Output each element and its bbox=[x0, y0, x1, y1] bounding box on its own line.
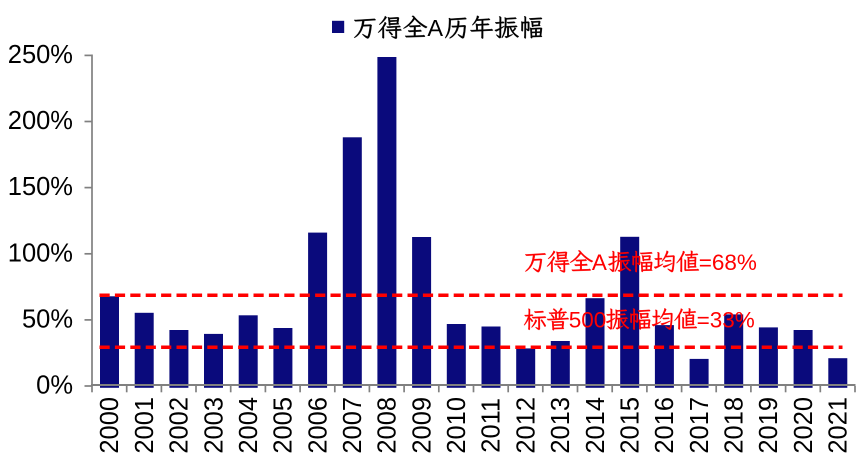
svg-text:2015: 2015 bbox=[617, 397, 645, 454]
svg-text:=68%: =68% bbox=[699, 250, 757, 275]
svg-text:2004: 2004 bbox=[235, 397, 263, 454]
svg-text:2010: 2010 bbox=[443, 397, 471, 454]
svg-text:2014: 2014 bbox=[582, 397, 610, 454]
svg-text:2000: 2000 bbox=[96, 397, 124, 454]
svg-text:2001: 2001 bbox=[131, 397, 159, 454]
svg-text:2017: 2017 bbox=[686, 397, 714, 454]
svg-text:2021: 2021 bbox=[825, 397, 853, 454]
svg-text:=33%: =33% bbox=[697, 308, 755, 333]
svg-text:2011: 2011 bbox=[478, 398, 506, 453]
svg-text:A: A bbox=[592, 250, 607, 275]
svg-text:2013: 2013 bbox=[547, 397, 575, 454]
svg-text:100%: 100% bbox=[8, 239, 73, 267]
svg-text:2018: 2018 bbox=[721, 397, 749, 454]
svg-text:2006: 2006 bbox=[304, 397, 332, 454]
svg-text:200%: 200% bbox=[8, 107, 73, 135]
svg-text:250%: 250% bbox=[8, 41, 73, 69]
svg-text:2003: 2003 bbox=[200, 397, 228, 454]
svg-text:2020: 2020 bbox=[790, 397, 818, 454]
svg-text:50%: 50% bbox=[22, 305, 73, 333]
svg-text:A: A bbox=[427, 15, 443, 41]
svg-text:2016: 2016 bbox=[651, 397, 679, 454]
svg-text:2009: 2009 bbox=[408, 397, 436, 454]
svg-text:2005: 2005 bbox=[270, 397, 298, 454]
svg-text:0%: 0% bbox=[36, 372, 73, 400]
svg-text:2019: 2019 bbox=[755, 397, 783, 454]
svg-text:2002: 2002 bbox=[166, 397, 194, 454]
svg-text:150%: 150% bbox=[8, 173, 73, 201]
svg-text:2008: 2008 bbox=[374, 397, 402, 454]
svg-text:500: 500 bbox=[569, 308, 607, 333]
svg-text:2012: 2012 bbox=[512, 397, 540, 454]
svg-text:2007: 2007 bbox=[339, 397, 367, 454]
